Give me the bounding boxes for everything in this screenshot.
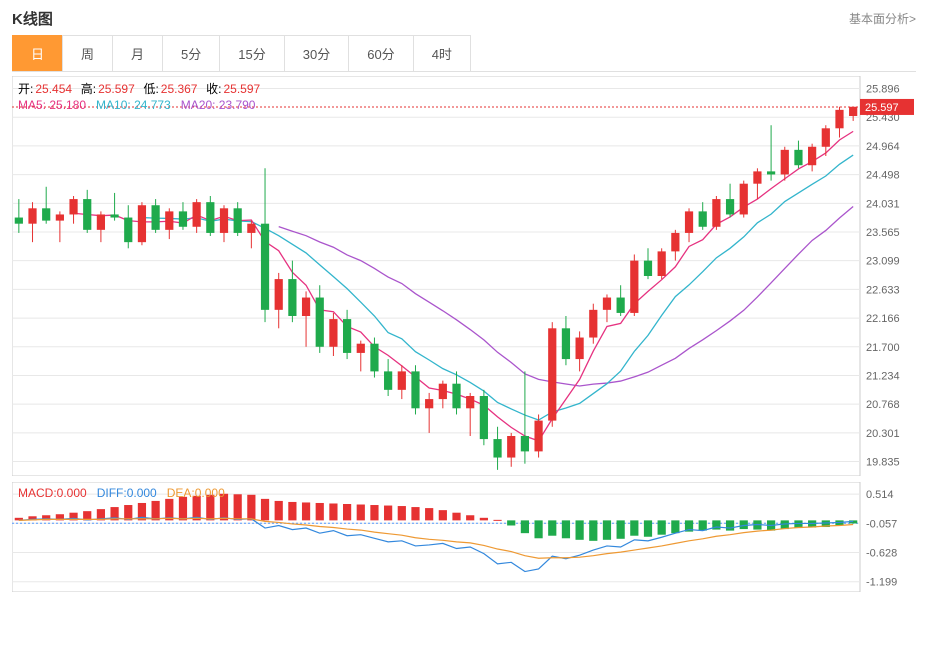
svg-text:22.633: 22.633 <box>866 284 900 296</box>
ma-label: MA20: 23.790 <box>181 98 256 112</box>
ma-row: MA5: 25.180 MA10: 24.773 MA20: 23.790 <box>18 98 265 112</box>
fundamental-link[interactable]: 基本面分析> <box>849 10 916 27</box>
tab-30分[interactable]: 30分 <box>284 35 349 71</box>
page-title: K线图 <box>12 8 53 29</box>
tab-月[interactable]: 月 <box>112 35 163 71</box>
svg-text:25.597: 25.597 <box>865 102 899 114</box>
close-label: 收: <box>206 82 221 96</box>
ma-label: MA10: 24.773 <box>96 98 171 112</box>
close-value: 25.597 <box>224 82 261 96</box>
svg-text:19.835: 19.835 <box>866 457 900 469</box>
macd-label: MACD:0.000 <box>18 486 87 500</box>
ohlc-row: 开:25.454 高:25.597 低:25.367 收:25.597 <box>18 80 262 97</box>
svg-text:-0.057: -0.057 <box>866 518 897 530</box>
timeframe-tabs: 日周月5分15分30分60分4时 <box>12 35 916 72</box>
svg-text:20.301: 20.301 <box>866 428 900 440</box>
svg-text:23.099: 23.099 <box>866 256 900 268</box>
svg-text:-0.628: -0.628 <box>866 548 897 560</box>
tab-4时[interactable]: 4时 <box>413 35 471 71</box>
tab-周[interactable]: 周 <box>62 35 113 71</box>
tab-60分[interactable]: 60分 <box>348 35 413 71</box>
low-value: 25.367 <box>161 82 198 96</box>
svg-text:25.896: 25.896 <box>866 84 900 96</box>
svg-text:23.565: 23.565 <box>866 227 900 239</box>
macd-label: DEA:0.000 <box>167 486 225 500</box>
svg-text:24.498: 24.498 <box>866 170 900 182</box>
svg-text:24.031: 24.031 <box>866 198 900 210</box>
svg-text:24.964: 24.964 <box>866 141 900 153</box>
open-value: 25.454 <box>35 82 72 96</box>
macd-label: DIFF:0.000 <box>97 486 157 500</box>
svg-text:20.768: 20.768 <box>866 399 900 411</box>
low-label: 低: <box>143 82 158 96</box>
ma-label: MA5: 25.180 <box>18 98 86 112</box>
svg-text:0.514: 0.514 <box>866 489 894 501</box>
tab-5分[interactable]: 5分 <box>162 35 220 71</box>
high-label: 高: <box>81 82 96 96</box>
high-value: 25.597 <box>98 82 135 96</box>
macd-label-row: MACD:0.000 DIFF:0.000 DEA:0.000 <box>18 486 235 500</box>
tab-日[interactable]: 日 <box>12 35 63 71</box>
svg-text:-1.199: -1.199 <box>866 577 897 589</box>
svg-text:22.166: 22.166 <box>866 313 900 325</box>
tab-15分[interactable]: 15分 <box>219 35 284 71</box>
svg-text:21.700: 21.700 <box>866 342 900 354</box>
svg-text:21.234: 21.234 <box>866 370 900 382</box>
open-label: 开: <box>18 82 33 96</box>
candlestick-chart: 25.89625.43024.96424.49824.03123.56523.0… <box>12 76 916 476</box>
